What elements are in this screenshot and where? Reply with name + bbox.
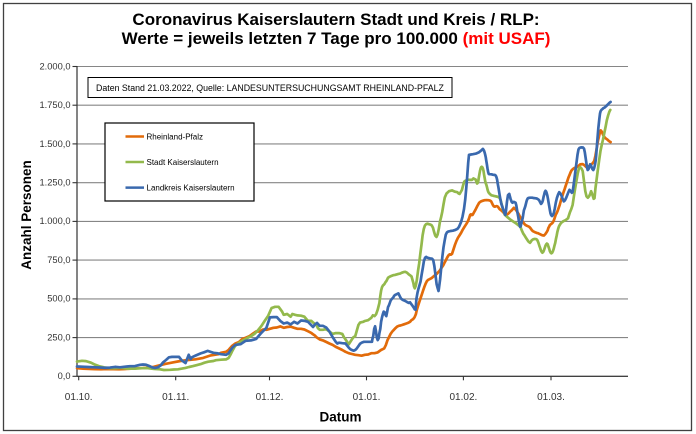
svg-text:01.03.: 01.03. <box>537 392 565 403</box>
svg-text:01.10.: 01.10. <box>65 392 93 403</box>
svg-text:1.500,0: 1.500,0 <box>39 139 70 149</box>
svg-text:Anzahl Personen: Anzahl Personen <box>19 160 34 270</box>
svg-text:01.01.: 01.01. <box>353 392 381 403</box>
svg-text:1.250,0: 1.250,0 <box>39 178 70 188</box>
svg-text:1.750,0: 1.750,0 <box>39 100 70 110</box>
svg-text:Datum: Datum <box>319 410 361 425</box>
svg-text:2.000,0: 2.000,0 <box>39 61 70 71</box>
svg-text:01.02.: 01.02. <box>449 392 477 403</box>
svg-text:Stadt Kaiserslautern: Stadt Kaiserslautern <box>147 158 219 167</box>
svg-text:0,0: 0,0 <box>58 371 71 381</box>
svg-text:01.11.: 01.11. <box>162 392 189 403</box>
svg-text:750,0: 750,0 <box>47 255 70 265</box>
svg-text:01.12.: 01.12. <box>256 392 284 403</box>
svg-text:Daten Stand 21.03.2022, Quelle: Daten Stand 21.03.2022, Quelle: LANDESUN… <box>96 83 445 93</box>
svg-text:Rheinland-Pfalz: Rheinland-Pfalz <box>147 133 203 142</box>
svg-text:Coronavirus Kaiserslautern Sta: Coronavirus Kaiserslautern Stadt und Kre… <box>132 10 539 29</box>
svg-text:500,0: 500,0 <box>47 294 70 304</box>
svg-text:Landkreis Kaiserslautern: Landkreis Kaiserslautern <box>147 184 235 193</box>
svg-text:Werte = jeweils letzten 7 Tage: Werte = jeweils letzten 7 Tage pro 100.0… <box>122 29 551 48</box>
svg-text:250,0: 250,0 <box>47 332 70 342</box>
svg-text:1.000,0: 1.000,0 <box>39 216 70 226</box>
